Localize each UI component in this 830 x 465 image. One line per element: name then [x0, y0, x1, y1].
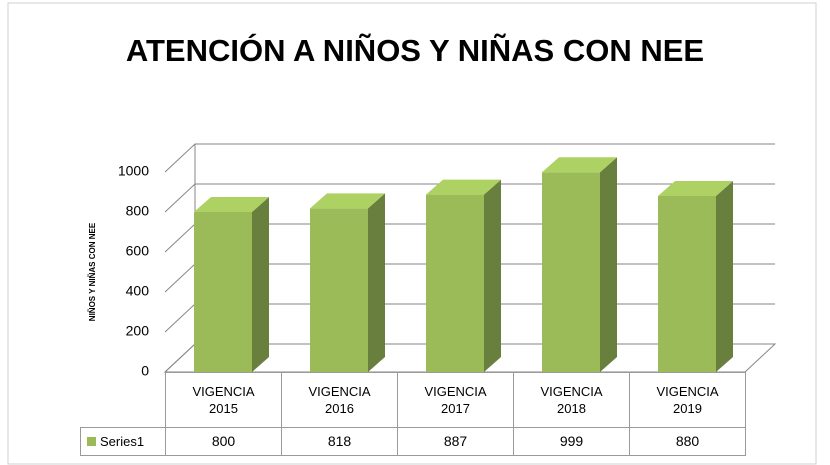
- bar-side: [368, 193, 385, 372]
- bar-top: [658, 181, 733, 196]
- bar-top: [194, 197, 269, 212]
- y-tick-label: 800: [126, 203, 150, 219]
- bar-front: [426, 194, 484, 372]
- bar-front: [542, 172, 600, 372]
- y-tick-label: 600: [126, 243, 150, 259]
- bar-side: [716, 181, 733, 372]
- bar-front: [658, 196, 716, 372]
- legend-label: Series1: [100, 434, 145, 449]
- bar-side: [252, 197, 269, 372]
- bar-side: [600, 157, 617, 372]
- chart-title: ATENCIÓN A NIÑOS Y NIÑAS CON NEE: [125, 33, 705, 68]
- legend-key: [87, 437, 96, 446]
- y-tick-label: 1000: [118, 163, 149, 179]
- x-tick-label: VIGENCIA 2017: [397, 372, 514, 428]
- data-table-value: 800: [165, 427, 282, 456]
- bar-top: [310, 193, 385, 209]
- data-table-value: 880: [629, 427, 746, 456]
- legend-entry: Series1: [80, 427, 166, 456]
- x-tick-label: VIGENCIA 2018: [513, 372, 630, 428]
- y-tick-label: 200: [126, 323, 150, 339]
- data-table-value: 999: [513, 427, 630, 456]
- y-tick-label: 400: [126, 283, 150, 299]
- x-tick-label: VIGENCIA 2016: [281, 372, 398, 428]
- bar-top: [542, 157, 617, 173]
- y-tick-label: 0: [141, 363, 149, 379]
- data-table-value: 818: [281, 427, 398, 456]
- y-axis-title: NIÑOS Y NIÑAS CON NEE: [88, 222, 97, 321]
- bar-side: [484, 179, 501, 372]
- bar-front: [194, 212, 252, 372]
- data-table-value: 887: [397, 427, 514, 456]
- bar-front: [310, 208, 368, 372]
- grid-line: [164, 143, 775, 173]
- x-tick-label: VIGENCIA 2015: [165, 372, 282, 428]
- bar-top: [426, 179, 501, 195]
- x-tick-label: VIGENCIA 2019: [629, 372, 746, 428]
